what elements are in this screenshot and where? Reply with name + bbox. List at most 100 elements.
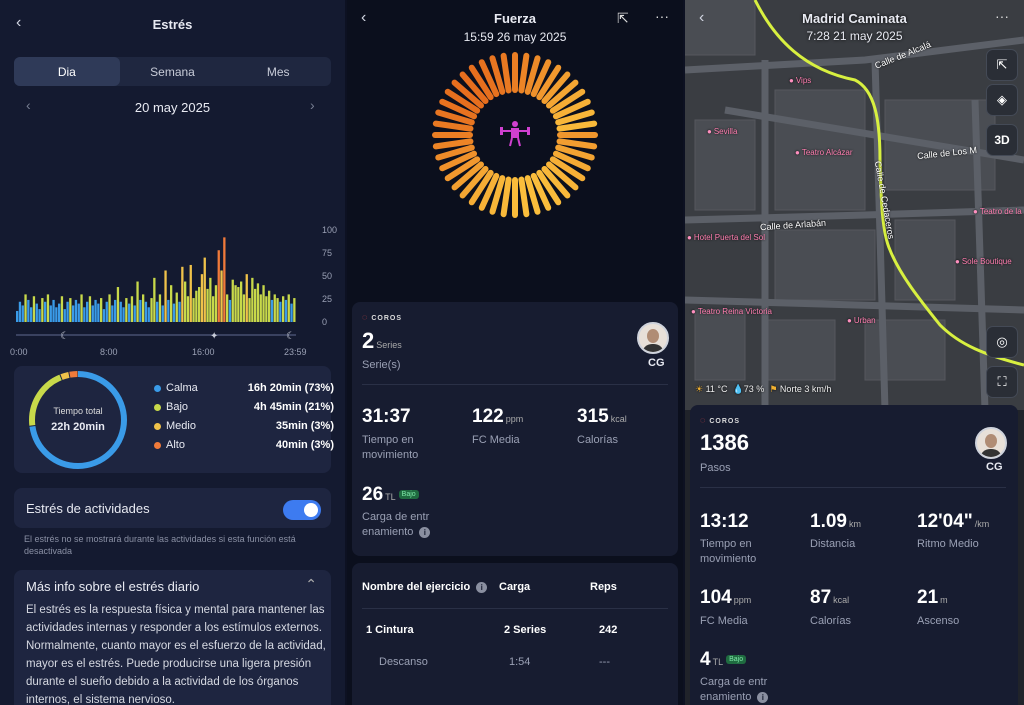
strength-sunburst-graphic [432, 52, 598, 218]
stress-bar [195, 290, 198, 322]
stress-bar [186, 296, 190, 322]
stress-bar [66, 301, 69, 322]
avatar[interactable] [637, 322, 669, 354]
route-map[interactable] [685, 0, 1024, 410]
row-rest-reps: --- [599, 656, 610, 668]
info-icon[interactable]: i [476, 582, 488, 593]
stress-bar [172, 303, 176, 322]
sunburst-ray [451, 161, 484, 191]
stress-bar [284, 299, 288, 322]
exercise-table: Nombre del ejercicio i Carga Reps 1 Cintu… [352, 563, 678, 705]
stress-bar [18, 301, 22, 322]
poi-label: Sole Boutique [955, 257, 1012, 266]
fullscreen-icon[interactable]: ⛶ [986, 366, 1018, 398]
legend-dot [154, 385, 161, 392]
sunburst-ray [536, 169, 562, 206]
row-exercise-name[interactable]: 1 Cintura [366, 624, 414, 636]
more-info-title[interactable]: Más info sobre el estrés diario [26, 579, 200, 594]
legend-label: Bajo [166, 401, 189, 413]
share-icon[interactable]: ⇱ [617, 10, 629, 26]
load-badge: Bajo [398, 490, 419, 500]
more-icon[interactable]: ··· [995, 8, 1009, 24]
stress-bar [139, 299, 142, 322]
stress-bar [276, 298, 279, 322]
stress-bar [105, 301, 108, 322]
activity-stress-toggle[interactable] [283, 500, 321, 520]
chevron-up-icon[interactable]: ⌃ [305, 576, 317, 592]
hr-label: FC Media [472, 434, 520, 446]
tab-month[interactable]: Mes [266, 64, 290, 79]
tab-day[interactable]: Dia [14, 57, 120, 86]
stress-bar [214, 285, 218, 322]
stress-bar [270, 299, 274, 322]
time-value: 31:37 [362, 406, 411, 427]
sunburst-ray [536, 64, 562, 101]
more-icon[interactable]: ··· [655, 8, 669, 24]
info-icon[interactable]: i [419, 527, 431, 538]
stress-bar [60, 296, 64, 322]
stress-bar [38, 309, 41, 322]
x-tick-label: 8:00 [100, 347, 118, 357]
stress-bar [136, 281, 139, 322]
moon-icon: ☾ [286, 331, 295, 342]
stress-bar [156, 301, 159, 322]
stress-bar [16, 310, 19, 322]
prev-date-icon[interactable]: ‹ [26, 97, 31, 113]
legend-dot [154, 423, 161, 430]
poi-label: Sevilla [707, 127, 738, 136]
stress-bar [147, 307, 150, 322]
layers-icon[interactable]: ◈ [986, 84, 1018, 116]
next-date-icon[interactable]: › [310, 97, 315, 113]
3d-button[interactable]: 3D [986, 124, 1018, 156]
sunburst-ray [546, 161, 579, 191]
avatar[interactable] [975, 427, 1007, 459]
coros-logo: COROS [700, 415, 740, 425]
stress-bar [226, 294, 229, 322]
stress-panel: ‹ Estrés Dia Semana Mes ‹ 20 may 2025 › … [0, 0, 345, 705]
stress-bar [242, 294, 246, 322]
poi-label: Teatro Reina Victoria [691, 307, 772, 316]
stress-bar [91, 305, 94, 322]
legend-label: Calma [166, 382, 198, 394]
back-icon[interactable]: ‹ [361, 9, 367, 26]
legend-item: Medio 35min (3%) [154, 420, 334, 432]
distance-value: 1.09 km [810, 511, 861, 532]
stress-bar [153, 277, 156, 322]
steps-value: 1386 [700, 430, 749, 455]
series-value: 2 Series [362, 328, 402, 353]
load-badge: Bajo [726, 655, 747, 665]
tab-week[interactable]: Semana [150, 64, 195, 79]
stress-bar [58, 303, 61, 322]
pace-value: 12'04"/km [917, 511, 990, 532]
stress-bar [100, 298, 103, 322]
strength-panel: ‹ Fuerza 15:59 26 may 2025 ⇱ ··· COROS 2… [347, 0, 683, 705]
share-icon[interactable]: ⇱ [986, 49, 1018, 81]
hr-value: 104 ppm [700, 587, 752, 608]
hr-label: FC Media [700, 615, 748, 627]
stress-bar [184, 281, 187, 322]
distance-label: Distancia [810, 538, 856, 550]
stress-bar [111, 305, 114, 322]
back-icon[interactable]: ‹ [16, 14, 22, 31]
y-tick-label: 0 [322, 317, 327, 327]
sunburst-ray [489, 175, 506, 215]
sunburst-ray [468, 169, 494, 206]
info-icon[interactable]: i [757, 692, 769, 703]
legend-value: 4h 45min (21%) [253, 401, 334, 413]
sunburst-ray [555, 109, 595, 126]
locate-icon[interactable]: ◎ [986, 326, 1018, 358]
stress-bar [49, 305, 52, 322]
load-value: 4 TL Bajo [700, 649, 747, 671]
stress-bar [164, 270, 167, 322]
stress-bar [32, 296, 36, 322]
row-rest-name: Descanso [379, 656, 428, 668]
sunburst-ray [549, 156, 586, 182]
x-tick-label: 16:00 [192, 347, 215, 357]
stress-bar [52, 299, 55, 322]
hr-value: 122 ppm [472, 406, 524, 427]
stress-bar [88, 296, 92, 322]
date-label: 20 may 2025 [134, 100, 211, 115]
header-reps: Reps [590, 581, 617, 593]
back-icon[interactable]: ‹ [699, 9, 705, 26]
